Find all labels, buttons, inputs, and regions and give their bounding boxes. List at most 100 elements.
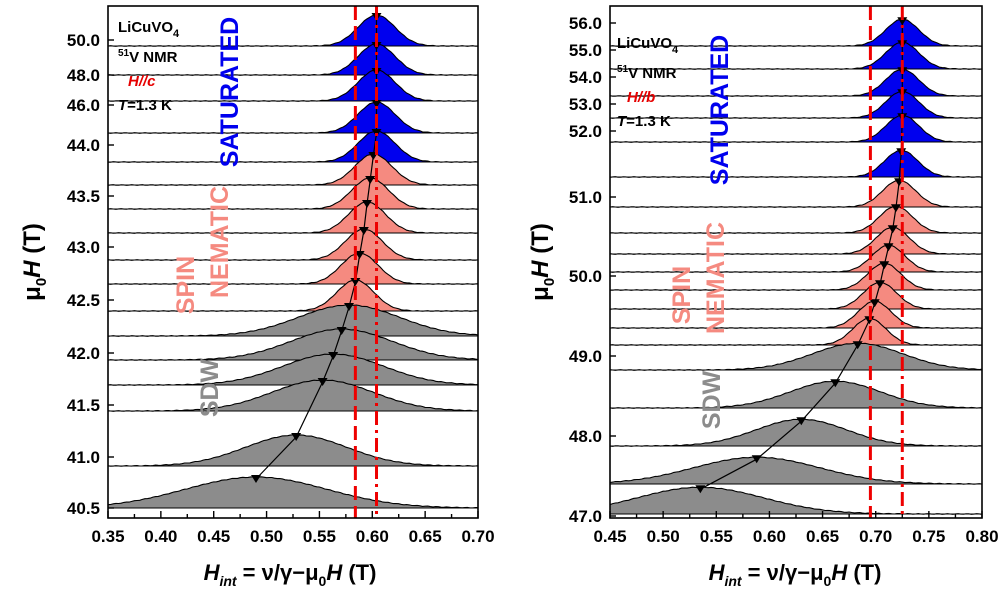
xlabel-sub0: 0: [824, 573, 832, 589]
field-direction-label: H//b: [627, 89, 655, 106]
nmr-text: V NMR: [129, 49, 178, 66]
x-tick-label: 0.45: [197, 527, 230, 546]
spectrum-fill-48.5: [610, 381, 982, 409]
compound-subscript: 4: [672, 44, 679, 56]
y-tick-label: 53.0: [569, 95, 602, 114]
compound-subscript: 4: [173, 28, 180, 40]
ylabel-mu: μ: [19, 286, 46, 301]
phase-label-saturated: SATURATED: [216, 17, 244, 167]
xlabel-h: H: [204, 560, 221, 585]
x-axis-label: Hint = ν/γ−μ0H (T): [709, 560, 882, 589]
spectrum-line-50: [610, 262, 982, 291]
nmr-label: 51V NMR: [118, 48, 178, 66]
x-axis-label: Hint = ν/γ−μ0H (T): [204, 560, 377, 589]
x-tick-label: 0.70: [859, 527, 892, 546]
spectrum-line-42.75: [108, 252, 478, 285]
x-tick-label: 0.70: [461, 527, 494, 546]
phase-label-nematic: NEMATIC: [206, 186, 234, 298]
spectrum-fill-42.5: [108, 280, 478, 312]
spectrum-fill-40.5: [108, 476, 478, 508]
ylabel-unit: (T): [527, 223, 554, 260]
y-tick-label: 52.0: [569, 122, 602, 141]
y-tick-label: 42.5: [67, 291, 100, 310]
spectrum-line-43.5: [108, 177, 478, 210]
spectrum-line-49.75: [610, 281, 982, 310]
x-tick-label: 0.75: [912, 527, 945, 546]
spectrum-fill-46: [108, 101, 478, 134]
spectrum-line-50.25: [610, 244, 982, 273]
spectrum-fill-51: [610, 180, 982, 208]
spectrum-line-42.5: [108, 279, 478, 312]
y-tick-label: 44.0: [67, 136, 100, 155]
spectrum-fill-41: [108, 434, 478, 467]
y-tick-label: 47.0: [569, 507, 602, 526]
x-tick-label: 0.65: [409, 527, 442, 546]
spectrum-fill-50: [108, 14, 478, 47]
spectrum-fill-52: [610, 115, 982, 143]
spectrum-fill-54: [610, 69, 982, 97]
spectrum-fill-48: [108, 44, 478, 76]
y-tick-label: 56.0: [569, 14, 602, 33]
spectrum-line-49.25: [610, 317, 982, 346]
spectrum-fill-50: [610, 263, 982, 291]
y-tick-label: 48.0: [569, 427, 602, 446]
y-tick-label: 40.5: [67, 499, 100, 518]
spectra-group: [610, 17, 982, 515]
ylabel-sub: 0: [33, 278, 50, 286]
xlabel-unit: (T): [847, 560, 881, 585]
chart-panel-right: 0.45 0.50 0.55 0.60 0.65 0.70 0.75 0.80 56.0 55.0…: [527, 5, 999, 589]
spectra-group: [108, 13, 478, 509]
compound-label: LiCuVO4: [617, 35, 679, 56]
x-tick-label: 0.45: [593, 527, 626, 546]
x-tick-label: 0.50: [647, 527, 680, 546]
spectrum-fill-47: [108, 70, 478, 102]
y-axis-label: μ0H (T): [527, 223, 558, 301]
spectrum-fill-53: [610, 90, 982, 119]
y-axis-label: μ0H (T): [19, 223, 50, 301]
spectrum-fill-49.5: [610, 301, 982, 329]
field-direction-label: H//c: [128, 73, 156, 90]
compound-name: LiCuVO: [617, 35, 672, 52]
ylabel-mu: μ: [527, 286, 554, 301]
nmr-label: 51V NMR: [617, 64, 677, 82]
spectrum-line-47.5: [610, 456, 982, 485]
spectrum-fill-51.5: [610, 150, 982, 178]
y-tick-label: 51.0: [569, 188, 602, 207]
y-tick-label: 49.0: [569, 347, 602, 366]
xlabel-h2: H: [326, 560, 343, 585]
spectrum-fill-48: [610, 419, 982, 447]
spectrum-fill-41.5: [108, 379, 478, 412]
temperature-symbol: T: [118, 97, 129, 114]
spectrum-line-43.25: [108, 201, 478, 234]
phase-label-spin: SPIN: [172, 256, 200, 314]
y-tick-label: 41.0: [67, 448, 100, 467]
xlabel-formula: = ν/γ−μ: [742, 560, 824, 585]
spectrum-fill-43.25: [108, 202, 478, 234]
spectrum-line-44: [108, 130, 478, 163]
xlabel-unit: (T): [342, 560, 376, 585]
y-tick-label: 55.0: [569, 41, 602, 60]
xlabel-formula: = ν/γ−μ: [237, 560, 319, 585]
y-tick-label: 54.0: [569, 68, 602, 87]
xlabel-h2: H: [831, 560, 848, 585]
phase-label-saturated: SATURATED: [706, 35, 734, 185]
temperature-label: T=1.3 K: [118, 97, 172, 114]
spectrum-fill-42.25: [108, 304, 478, 337]
spectrum-line-43.75: [108, 153, 478, 186]
ylabel-h: H: [19, 260, 46, 278]
chart-panel-left: 0.35 0.40 0.45 0.50 0.55 0.60 0.65 0.70 50.0 48.0…: [19, 5, 495, 589]
compound-label: LiCuVO4: [118, 19, 180, 40]
spectrum-fill-42: [108, 328, 478, 361]
x-tick-label: 0.65: [806, 527, 839, 546]
compound-name: LiCuVO: [118, 19, 173, 36]
y-tick-label: 50.0: [569, 267, 602, 286]
spectrum-line-49.5: [610, 300, 982, 329]
xlabel-sub: int: [219, 573, 237, 589]
y-tick-label: 43.0: [67, 238, 100, 257]
y-tick-label: 41.5: [67, 396, 100, 415]
temperature-value: =1.3 K: [127, 97, 172, 114]
spectrum-fill-50.75: [610, 206, 982, 234]
spectrum-fill-47: [610, 487, 982, 515]
ylabel-sub: 0: [541, 278, 558, 286]
